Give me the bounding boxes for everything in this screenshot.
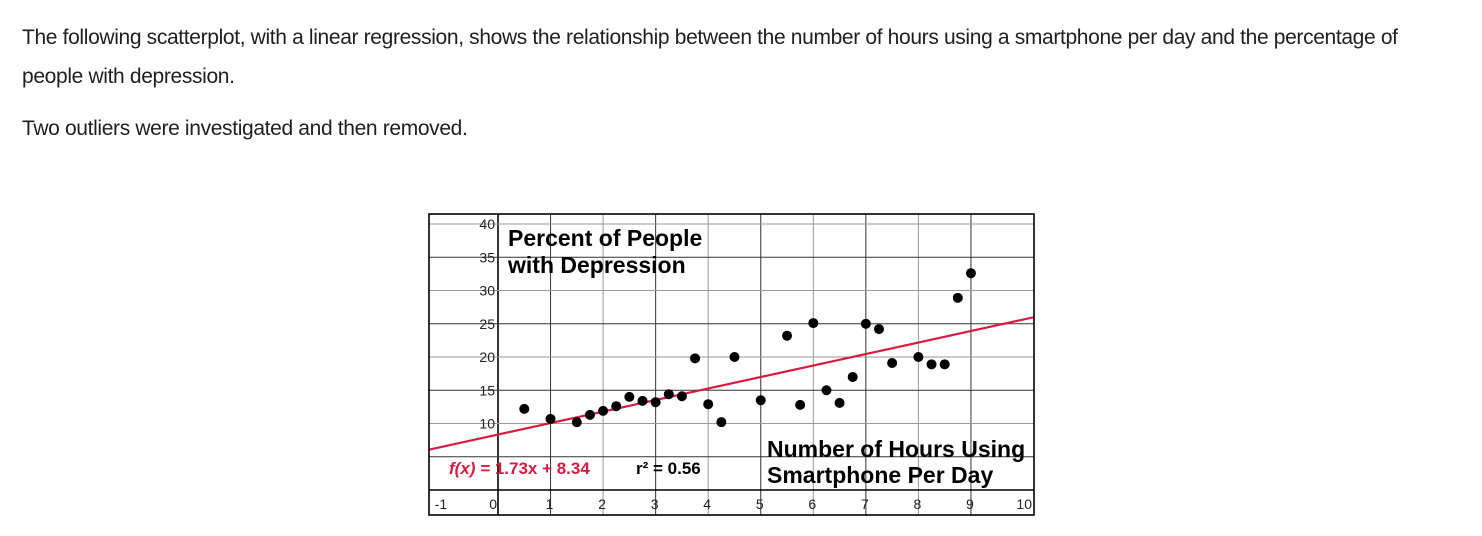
data-point	[690, 353, 701, 364]
regression-line	[428, 316, 1035, 451]
y-tick-label: 40	[479, 216, 495, 232]
data-point	[926, 359, 937, 370]
x-tick-label: 2	[598, 496, 606, 512]
grid-lines	[429, 214, 1034, 515]
data-point	[598, 405, 609, 416]
data-point	[795, 399, 806, 410]
data-point	[952, 292, 963, 303]
chart-title: Percent of People	[508, 225, 702, 251]
data-point	[611, 401, 622, 412]
y-tick-label: 10	[479, 416, 495, 432]
r-squared-label: r² = 0.56	[636, 459, 701, 478]
y-tick-label: 35	[479, 249, 495, 265]
question-paragraph-2: Two outliers were investigated and then …	[22, 117, 468, 140]
y-tick-label: 25	[479, 316, 495, 332]
x-tick-label: 7	[861, 496, 869, 512]
data-point	[834, 397, 845, 408]
data-point	[571, 417, 582, 428]
data-point	[676, 391, 687, 402]
x-axis-title: Number of Hours Using	[767, 436, 1025, 462]
data-point	[637, 395, 648, 406]
data-point	[873, 324, 884, 335]
data-point	[860, 318, 871, 329]
data-point	[729, 352, 740, 362]
data-point	[519, 403, 530, 414]
data-point	[965, 268, 976, 279]
data-point	[663, 389, 674, 400]
data-point	[545, 413, 556, 424]
data-point	[584, 409, 595, 420]
chart-frame	[428, 213, 1035, 516]
data-point	[887, 357, 898, 368]
x-tick-label: 10	[1016, 496, 1032, 512]
data-point	[821, 385, 832, 396]
x-tick-label: 4	[703, 496, 711, 512]
y-tick-label: 15	[479, 382, 495, 398]
x-tick-label: 3	[651, 496, 659, 512]
data-point	[847, 371, 858, 382]
x-tick-label: 6	[808, 496, 816, 512]
question-paragraph-1: The following scatterplot, with a linear…	[22, 26, 1398, 88]
x-tick-label: 9	[966, 496, 974, 512]
data-point	[624, 391, 635, 402]
x-axis-title: Smartphone Per Day	[767, 462, 993, 488]
data-point	[939, 359, 950, 370]
data-points	[519, 268, 976, 428]
data-point	[913, 352, 924, 362]
x-tick-label: 0	[489, 496, 497, 512]
question-text: The following scatterplot, with a linear…	[22, 18, 1442, 148]
regression-line	[428, 316, 1035, 451]
chart-border	[428, 213, 1035, 516]
y-tick-label: 30	[479, 283, 495, 299]
data-point	[808, 318, 819, 329]
data-point	[782, 330, 793, 341]
x-tick-label: 1	[546, 496, 554, 512]
x-tick-label: -1	[435, 496, 448, 512]
data-point	[703, 399, 714, 410]
data-point	[716, 417, 727, 428]
y-tick-label: 20	[479, 349, 495, 365]
axis-labels: 10 15 20 25 30 35 40 -1 0 1 2 3 4 5 6 7 8 9 10 Percent of P…	[435, 216, 1032, 512]
data-point	[650, 397, 661, 408]
regression-equation: f(x) = 1.73x + 8.34	[449, 459, 590, 478]
chart-title: with Depression	[507, 252, 686, 278]
x-tick-label: 8	[914, 496, 922, 512]
x-tick-label: 5	[756, 496, 764, 512]
data-point	[755, 395, 766, 406]
